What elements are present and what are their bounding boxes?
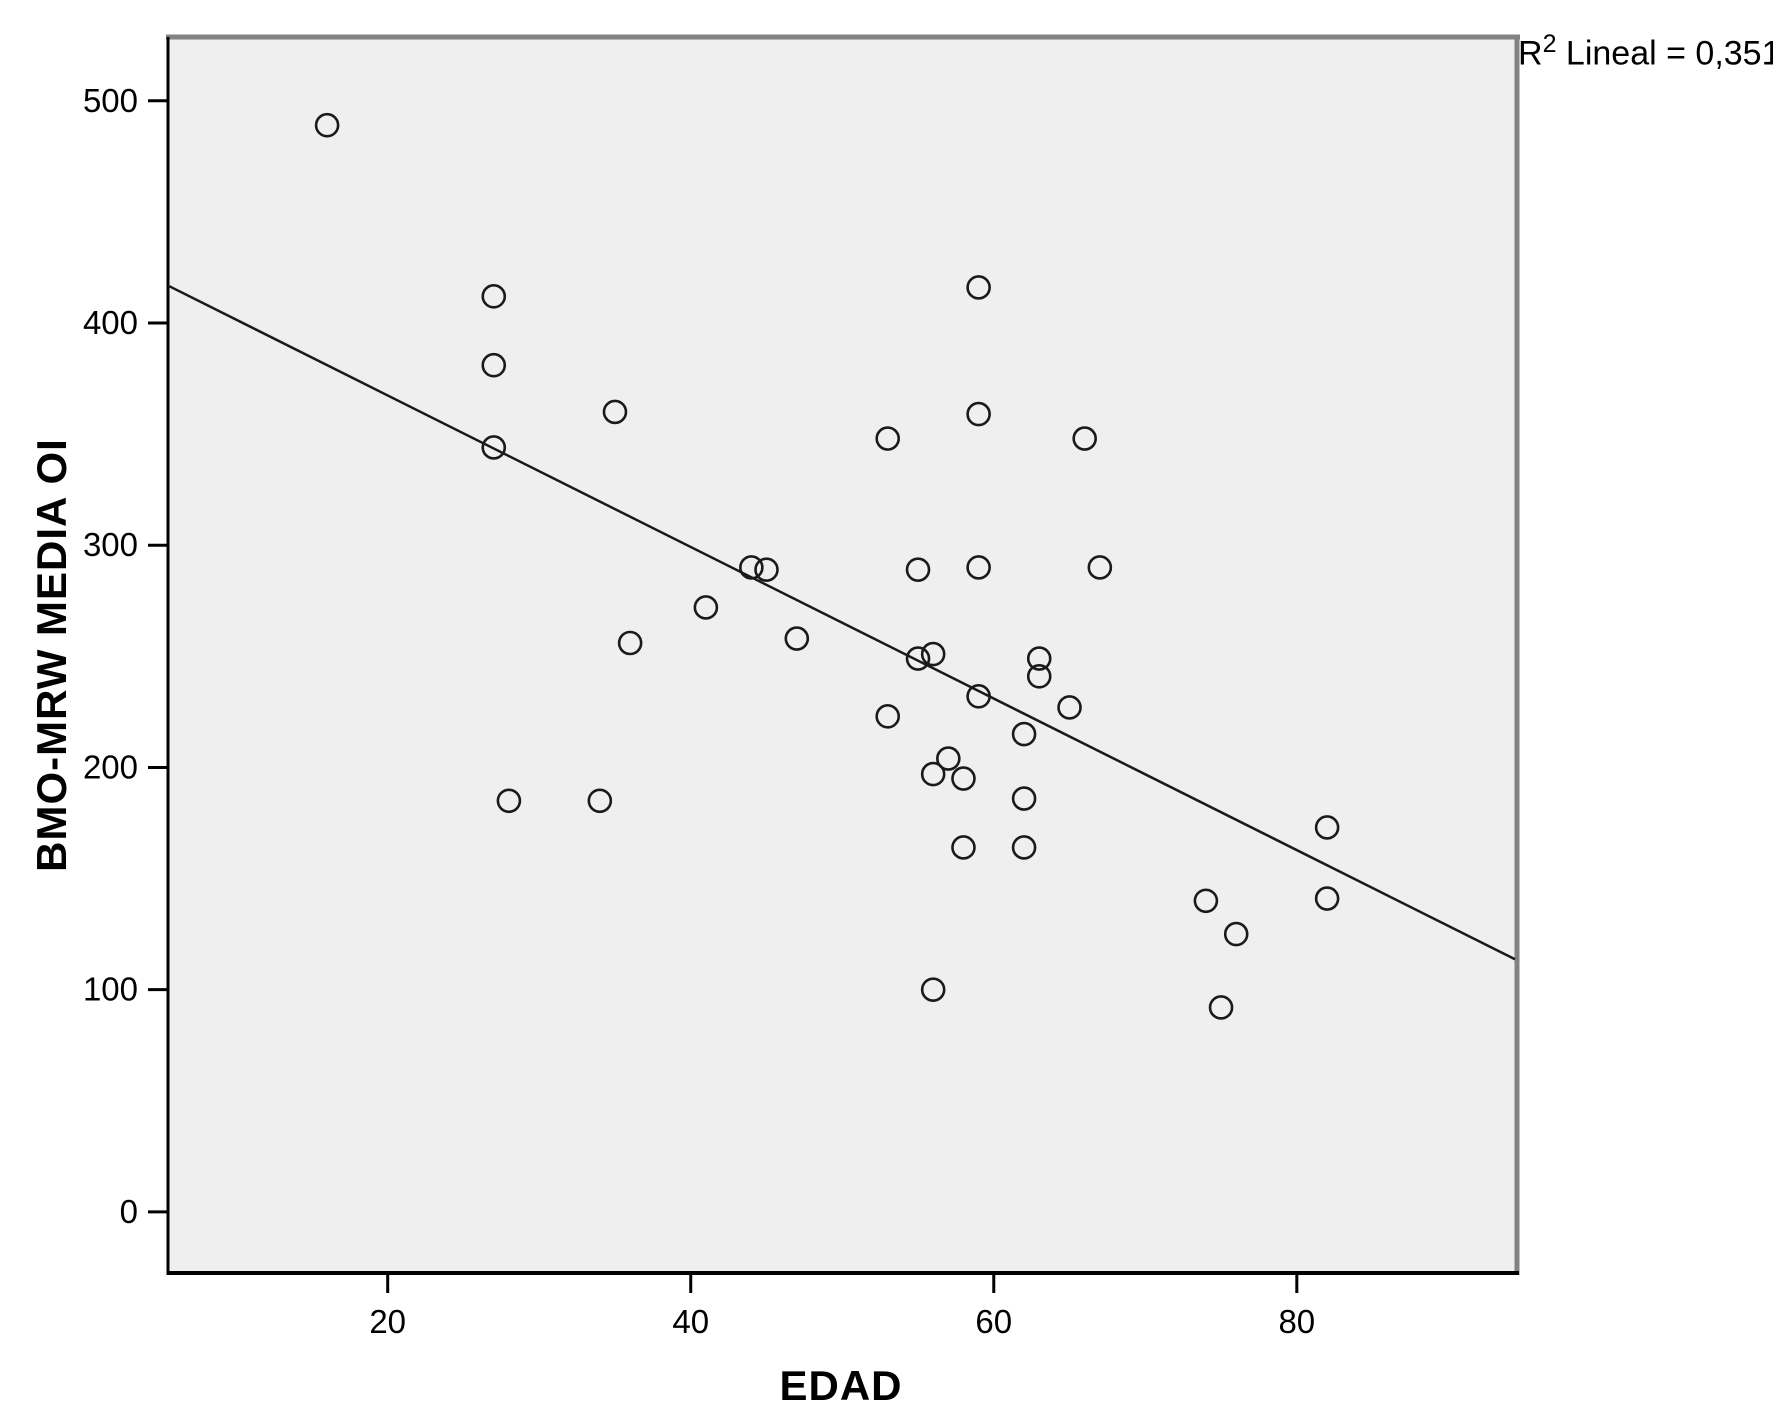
- data-point: [784, 626, 810, 651]
- y-tick-label: 200: [83, 748, 138, 785]
- r-squared-exponent: 2: [1542, 30, 1557, 58]
- data-point: [875, 426, 901, 451]
- data-point: [966, 555, 991, 580]
- y-tick-label: 100: [83, 971, 138, 1008]
- x-tick-label: 80: [1278, 1303, 1315, 1340]
- data-point: [1072, 426, 1097, 451]
- data-point: [754, 557, 779, 582]
- data-point: [481, 284, 507, 309]
- data-point: [1011, 786, 1037, 811]
- data-point: [920, 641, 946, 667]
- data-point: [1193, 888, 1219, 914]
- regression-line: [167, 284, 1516, 961]
- plot-background: [168, 37, 1515, 1273]
- data-point: [966, 401, 991, 427]
- x-tick-label: 40: [672, 1303, 709, 1340]
- r-squared-annotation: R2 Lineal = 0,351: [1518, 30, 1773, 73]
- data-point: [481, 352, 507, 378]
- data-point: [951, 835, 976, 860]
- data-point: [602, 399, 628, 425]
- data-point: [875, 704, 901, 729]
- data-point: [1314, 815, 1340, 840]
- data-point: [1223, 921, 1249, 947]
- data-point: [1011, 835, 1037, 860]
- y-tick-label: 400: [83, 304, 138, 341]
- x-axis-title: EDAD: [779, 1362, 903, 1409]
- r-squared-value-text: Lineal = 0,351: [1556, 34, 1773, 73]
- data-point: [1057, 695, 1082, 720]
- data-point: [314, 112, 340, 138]
- data-point: [936, 746, 961, 771]
- y-tick-label: 500: [83, 82, 138, 119]
- data-point: [739, 555, 764, 580]
- data-point: [1087, 555, 1113, 580]
- y-tick-label: 0: [120, 1193, 138, 1230]
- data-point: [951, 766, 976, 791]
- data-point: [587, 788, 613, 814]
- data-point: [920, 977, 946, 1002]
- data-point: [966, 275, 991, 300]
- y-axis-title: BMO-MRW MEDIA OI: [28, 438, 75, 872]
- data-point: [481, 435, 507, 460]
- data-point: [905, 646, 931, 671]
- data-point: [1026, 664, 1052, 689]
- data-point: [1314, 886, 1340, 911]
- x-tick-label: 60: [975, 1303, 1012, 1340]
- data-point: [617, 630, 643, 656]
- data-point: [905, 557, 931, 582]
- x-tick-label: 20: [369, 1303, 406, 1340]
- data-point: [966, 684, 991, 709]
- data-point: [920, 761, 946, 787]
- data-point: [1208, 995, 1234, 1020]
- r-squared-prefix: R: [1518, 34, 1543, 73]
- data-point: [1011, 721, 1037, 747]
- data-point: [693, 595, 719, 620]
- data-point: [496, 788, 522, 814]
- data-point: [1026, 646, 1052, 671]
- y-tick-label: 300: [83, 526, 138, 563]
